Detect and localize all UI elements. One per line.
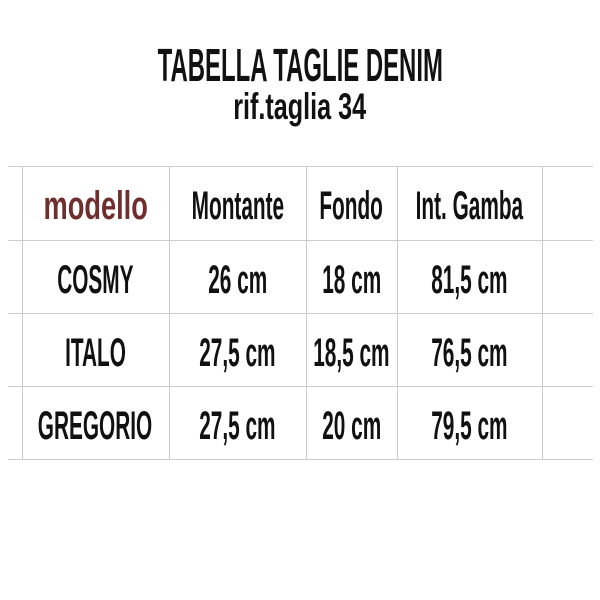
col-header-modello-label: modello (43, 184, 148, 228)
table-grid-vline-left (22, 166, 23, 459)
col-header-fondo-label: Fondo (319, 184, 384, 228)
model-name-label: ITALO (65, 330, 126, 375)
table-header-row: modello Montante Fondo Int. Gamba (22, 166, 542, 240)
table-grid-hline-after-row2 (8, 386, 593, 387)
col-header-montante: Montante (169, 166, 306, 240)
model-name-label: GREGORIO (38, 403, 153, 448)
montante-value: 27,5 cm (199, 330, 276, 375)
int-gamba-value: 76,5 cm (431, 330, 508, 375)
table-grid-hline-bottom (8, 459, 593, 460)
fondo-value: 20 cm (322, 403, 381, 448)
page-subtitle: rif.taglia 34 (0, 88, 600, 125)
int-gamba-value-cell: 76,5 cm (397, 313, 542, 386)
montante-value-cell: 27,5 cm (169, 386, 306, 459)
col-header-modello: modello (22, 166, 169, 240)
table-grid-hline-top (8, 166, 593, 167)
montante-value: 26 cm (208, 257, 267, 302)
montante-value-cell: 27,5 cm (169, 313, 306, 386)
model-name-label: COSMY (57, 257, 134, 302)
page-title: TABELLA TAGLIE DENIM (0, 42, 600, 88)
fondo-value-cell: 20 cm (306, 386, 397, 459)
col-header-int-gamba: Int. Gamba (397, 166, 542, 240)
page-subtitle-text: rif.taglia 34 (233, 86, 367, 127)
col-header-fondo: Fondo (306, 166, 397, 240)
int-gamba-value: 79,5 cm (431, 403, 508, 448)
model-name-cell: GREGORIO (22, 386, 169, 459)
int-gamba-value-cell: 81,5 cm (397, 240, 542, 313)
fondo-value-cell: 18 cm (306, 240, 397, 313)
int-gamba-value-cell: 79,5 cm (397, 386, 542, 459)
table-grid-hline-after-header (8, 240, 593, 241)
table-grid-vline-after-montante (306, 166, 307, 459)
model-name-cell: ITALO (22, 313, 169, 386)
col-header-int-gamba-label: Int. Gamba (415, 184, 524, 228)
montante-value: 27,5 cm (199, 403, 276, 448)
table-row-cosmy: COSMY 26 cm 18 cm 81,5 cm (22, 240, 542, 313)
montante-value-cell: 26 cm (169, 240, 306, 313)
table-grid-vline-after-modello (169, 166, 170, 459)
fondo-value: 18 cm (322, 257, 381, 302)
table-row-italo: ITALO 27,5 cm 18,5 cm 76,5 cm (22, 313, 542, 386)
col-header-montante-label: Montante (191, 184, 284, 228)
table-grid-hline-after-row1 (8, 313, 593, 314)
size-table: modello Montante Fondo Int. Gamba COSMY … (22, 166, 542, 459)
int-gamba-value: 81,5 cm (431, 257, 508, 302)
model-name-cell: COSMY (22, 240, 169, 313)
page-title-text: TABELLA TAGLIE DENIM (157, 39, 443, 91)
table-grid-vline-after-fondo (397, 166, 398, 459)
fondo-value-cell: 18,5 cm (306, 313, 397, 386)
fondo-value: 18,5 cm (313, 330, 390, 375)
table-grid-vline-right (542, 166, 543, 459)
table-row-gregorio: GREGORIO 27,5 cm 20 cm 79,5 cm (22, 386, 542, 459)
